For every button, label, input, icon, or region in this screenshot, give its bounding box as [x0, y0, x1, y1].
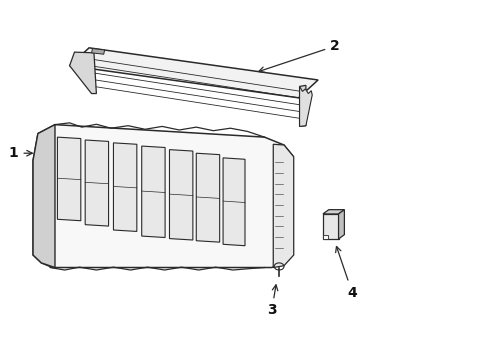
Text: 2: 2 — [259, 39, 340, 72]
Text: 4: 4 — [336, 247, 357, 300]
Polygon shape — [223, 158, 245, 246]
Polygon shape — [70, 48, 318, 98]
Polygon shape — [114, 143, 137, 231]
Polygon shape — [299, 86, 312, 126]
Polygon shape — [85, 140, 109, 226]
Polygon shape — [339, 210, 344, 239]
Text: 3: 3 — [267, 285, 278, 318]
Text: 1: 1 — [9, 146, 32, 160]
Polygon shape — [299, 85, 306, 126]
Polygon shape — [92, 49, 105, 54]
Polygon shape — [57, 137, 81, 221]
Polygon shape — [142, 146, 165, 238]
Polygon shape — [70, 52, 97, 94]
Polygon shape — [33, 125, 55, 267]
Polygon shape — [170, 150, 193, 240]
Polygon shape — [323, 210, 344, 214]
Polygon shape — [323, 235, 328, 239]
Polygon shape — [196, 153, 220, 242]
Polygon shape — [323, 214, 339, 239]
Polygon shape — [273, 144, 294, 267]
Polygon shape — [33, 125, 293, 267]
